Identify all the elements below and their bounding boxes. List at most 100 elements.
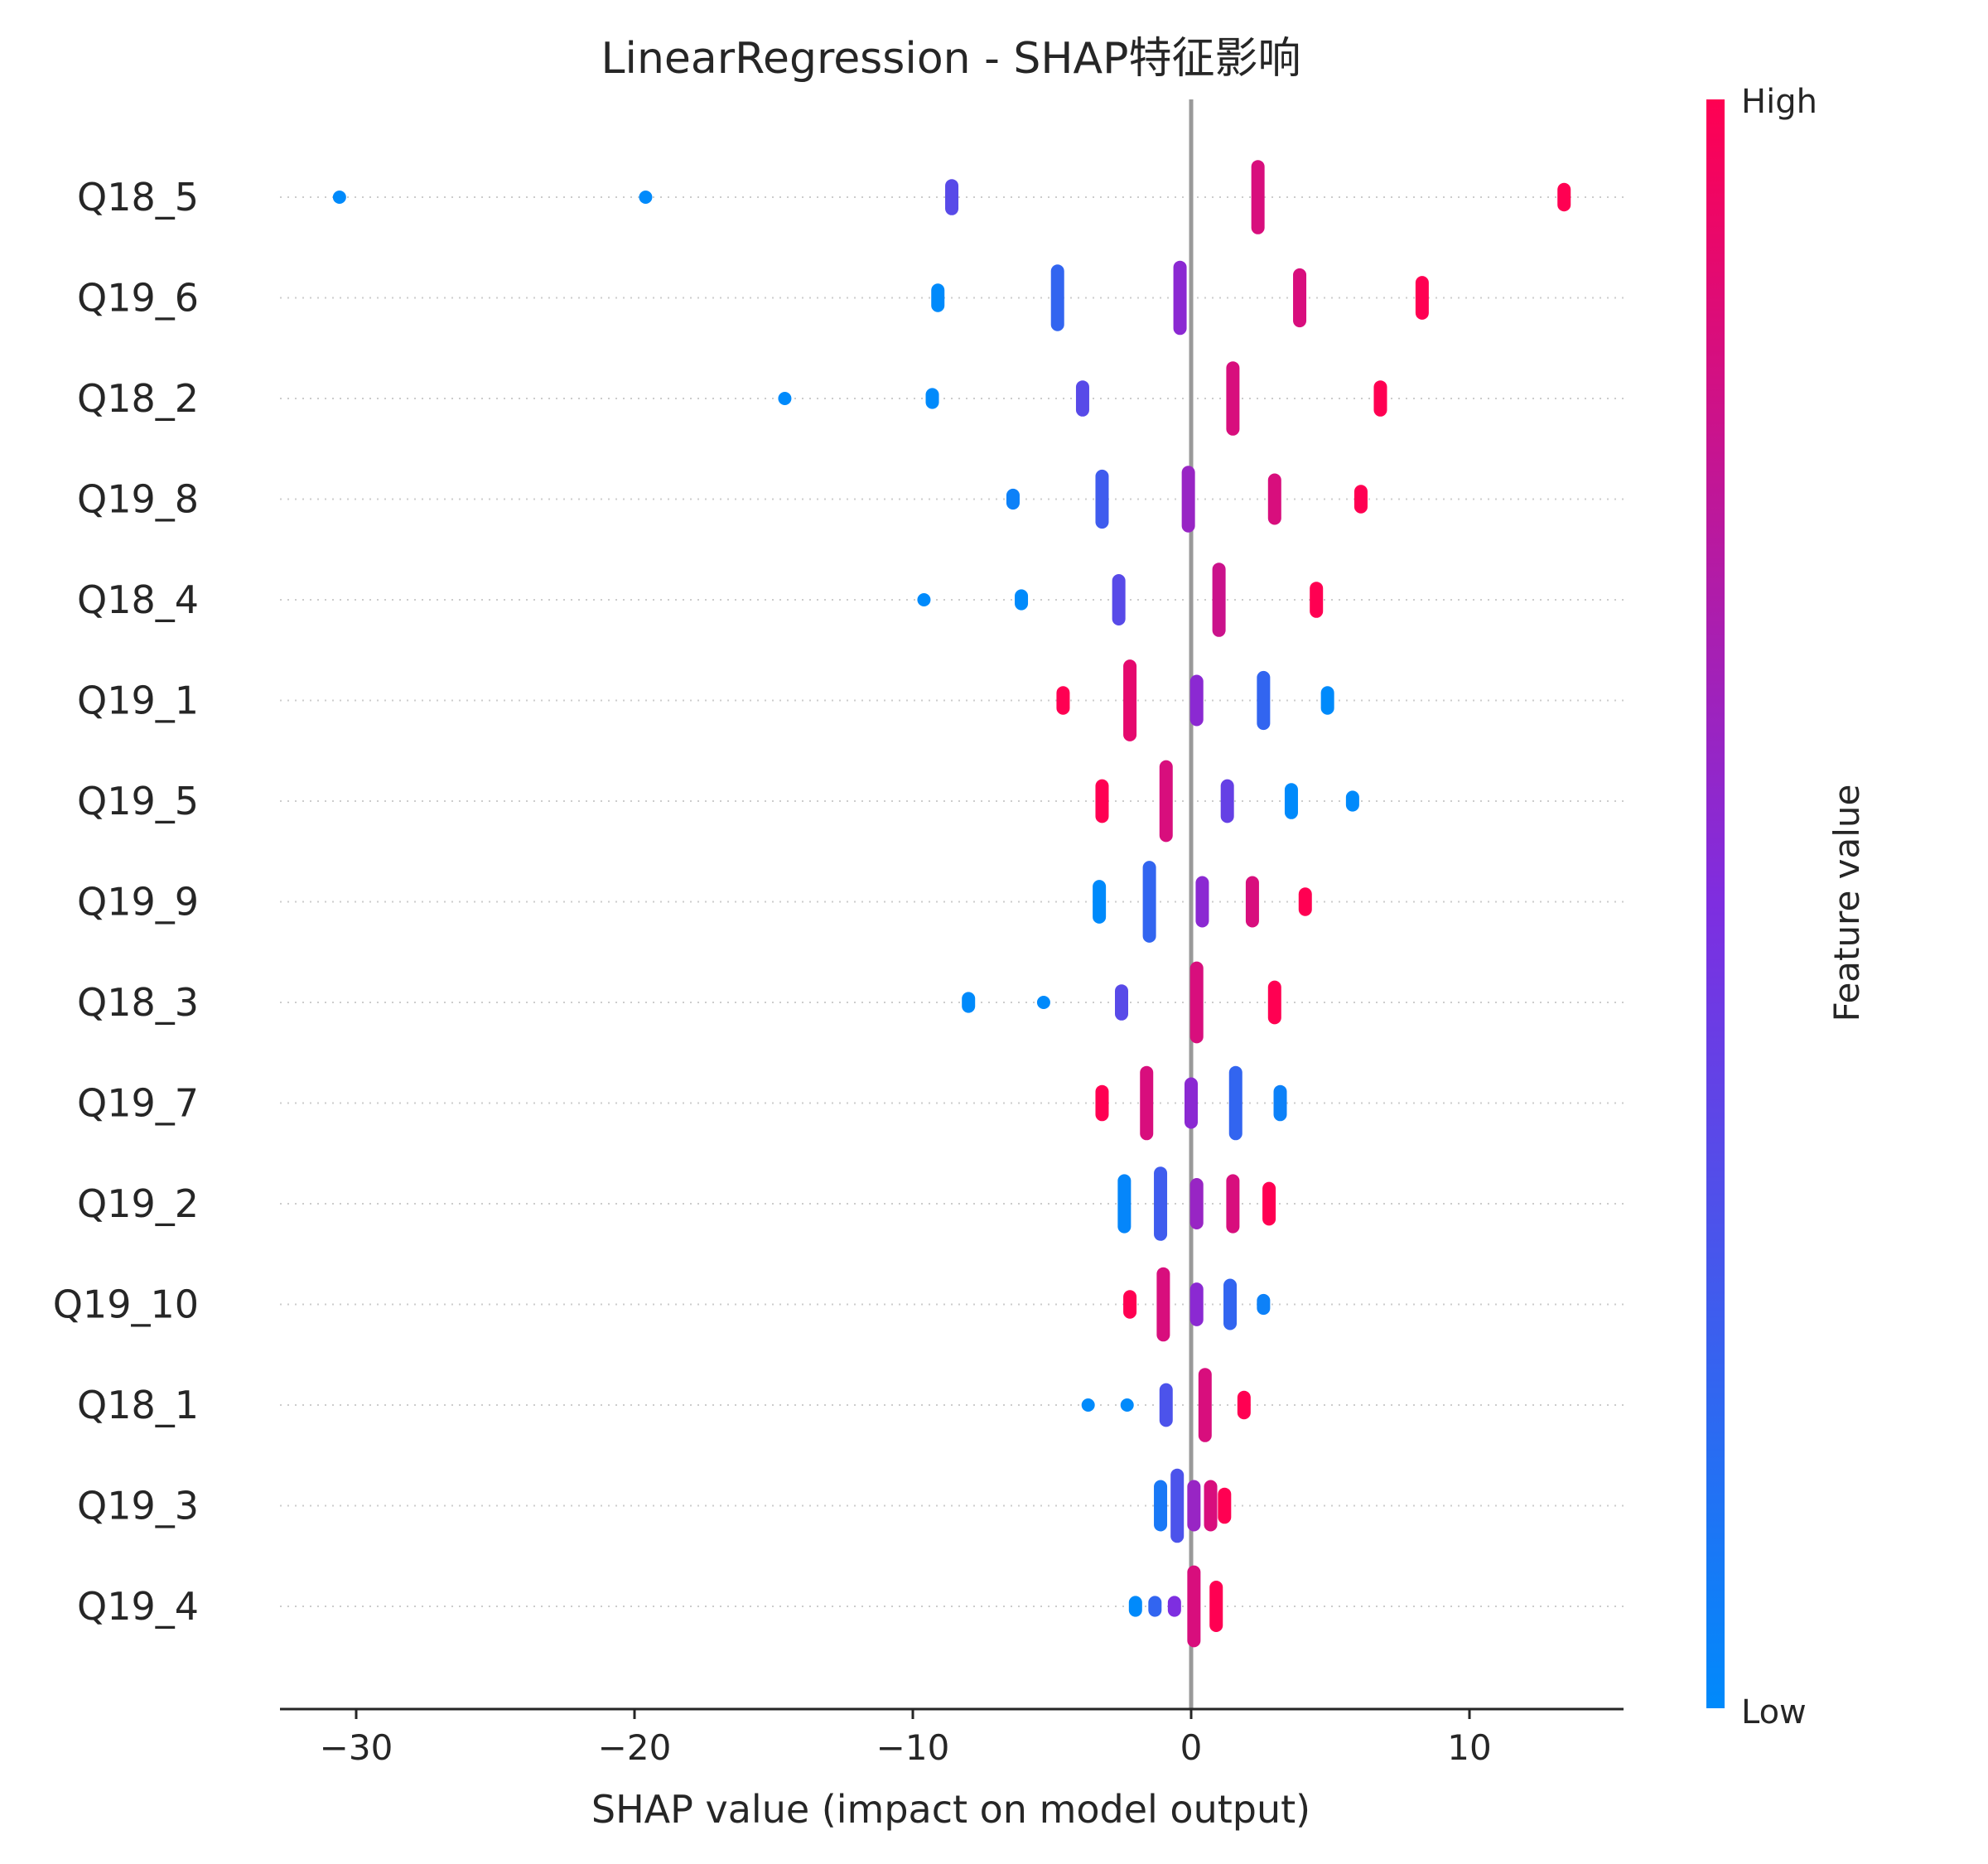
colorbar-low-label: Low [1741, 1693, 1807, 1731]
shap-point [1245, 876, 1259, 928]
shap-point [1185, 1077, 1198, 1129]
shap-point [639, 191, 653, 204]
shap-point [1226, 1174, 1240, 1234]
shap-point [962, 992, 976, 1013]
shap-point [945, 179, 959, 215]
shap-point [1120, 1398, 1134, 1412]
x-axis-label: SHAP value (impact on model output) [591, 1787, 1310, 1832]
shap-point [1257, 1293, 1271, 1316]
feature-label: Q19_4 [77, 1584, 199, 1629]
shap-point [1123, 1290, 1137, 1319]
x-tick-label: −20 [598, 1727, 672, 1768]
feature-label: Q19_10 [53, 1282, 199, 1327]
shap-point [1223, 1278, 1238, 1330]
feature-label: Q19_5 [77, 779, 199, 823]
shap-point [1298, 887, 1312, 916]
shap-point [1195, 876, 1209, 928]
shap-point [1095, 469, 1109, 529]
shap-point [1050, 264, 1064, 331]
feature-label: Q18_5 [77, 175, 199, 220]
shap-point [1273, 1084, 1287, 1122]
shap-point [1140, 1065, 1154, 1141]
colorbar-title: Feature value [1826, 785, 1867, 1022]
shap-point [1075, 380, 1089, 417]
shap-point [1415, 276, 1429, 320]
x-tick-label: 0 [1180, 1727, 1203, 1768]
feature-label: Q19_1 [77, 678, 199, 723]
shap-point [1159, 1383, 1173, 1427]
shap-point [1036, 996, 1050, 1009]
feature-label: Q18_3 [77, 980, 199, 1025]
shap-point [1081, 1398, 1095, 1412]
feature-label: Q18_4 [77, 577, 199, 622]
shap-point [1093, 880, 1107, 924]
shap-point [1198, 1368, 1212, 1442]
shap-point [1154, 1166, 1168, 1241]
shap-point [1159, 760, 1173, 843]
shap-point [1181, 466, 1195, 533]
shap-point [1187, 1480, 1201, 1532]
shap-point [1228, 1065, 1242, 1141]
shap-point [778, 392, 792, 405]
shap-point [1251, 160, 1265, 234]
shap-point [1212, 563, 1226, 637]
shap-point [1218, 1487, 1232, 1524]
shap-point [1128, 1596, 1142, 1617]
shap-point [1156, 1267, 1170, 1342]
points-layer [332, 160, 1571, 1648]
shap-point [1006, 488, 1020, 510]
shap-point [1220, 779, 1234, 823]
shap-point [1373, 380, 1387, 417]
shap-point [1310, 582, 1324, 618]
feature-label: Q18_1 [77, 1383, 199, 1427]
feature-label: Q19_8 [77, 477, 199, 522]
shap-point [1115, 984, 1128, 1021]
shap-point [1209, 1581, 1223, 1632]
shap-point [1257, 670, 1271, 731]
shap-point [1189, 1282, 1204, 1326]
shap-point [917, 593, 931, 606]
shap-point [1189, 961, 1204, 1044]
feature-label: Q19_6 [77, 276, 199, 321]
shap-point [1557, 182, 1571, 212]
shap-point [1226, 361, 1240, 436]
shap-point [1173, 260, 1187, 336]
shap-point [1345, 790, 1359, 812]
chart-title: LinearRegression - SHAP特征影响 [601, 34, 1301, 84]
colorbar [1706, 99, 1725, 1708]
shap-point [1267, 473, 1281, 525]
x-axis-ticks: −30 −20 −10 0 10 [320, 1709, 1492, 1768]
shap-point [1117, 1174, 1132, 1234]
x-tick-label: −10 [876, 1727, 950, 1768]
feature-rows: Q18_5 Q19_6 Q18_2 Q19_8 Q18_4 Q19_1 Q19_5 Q19_9… [53, 175, 1624, 1629]
shap-point [1154, 1480, 1168, 1532]
feature-label: Q19_7 [77, 1081, 199, 1126]
feature-label: Q19_2 [77, 1181, 199, 1226]
shap-point [1167, 1596, 1181, 1617]
shap-point [1095, 779, 1109, 823]
shap-point [1204, 1480, 1218, 1532]
shap-point [1112, 574, 1126, 625]
shap-point [1293, 268, 1307, 328]
shap-point [1353, 485, 1368, 514]
feature-label: Q19_3 [77, 1484, 199, 1528]
shap-point [1123, 659, 1137, 741]
shap-point [1262, 1181, 1276, 1226]
shap-point [1237, 1390, 1251, 1420]
shap-point [1267, 980, 1281, 1025]
shap-point [1015, 589, 1029, 611]
shap-point [1142, 861, 1156, 943]
shap-point [1187, 1565, 1201, 1648]
shap-point [332, 191, 346, 204]
shap-point [1056, 686, 1070, 715]
shap-point [925, 388, 939, 409]
feature-label: Q19_9 [77, 880, 199, 925]
shap-point [1284, 783, 1298, 819]
x-tick-label: 10 [1447, 1727, 1491, 1768]
shap-point [1095, 1084, 1109, 1122]
shap-point [1189, 1178, 1204, 1229]
shap-point [1170, 1468, 1185, 1543]
x-tick-label: −30 [320, 1727, 393, 1768]
shap-point [931, 283, 945, 312]
